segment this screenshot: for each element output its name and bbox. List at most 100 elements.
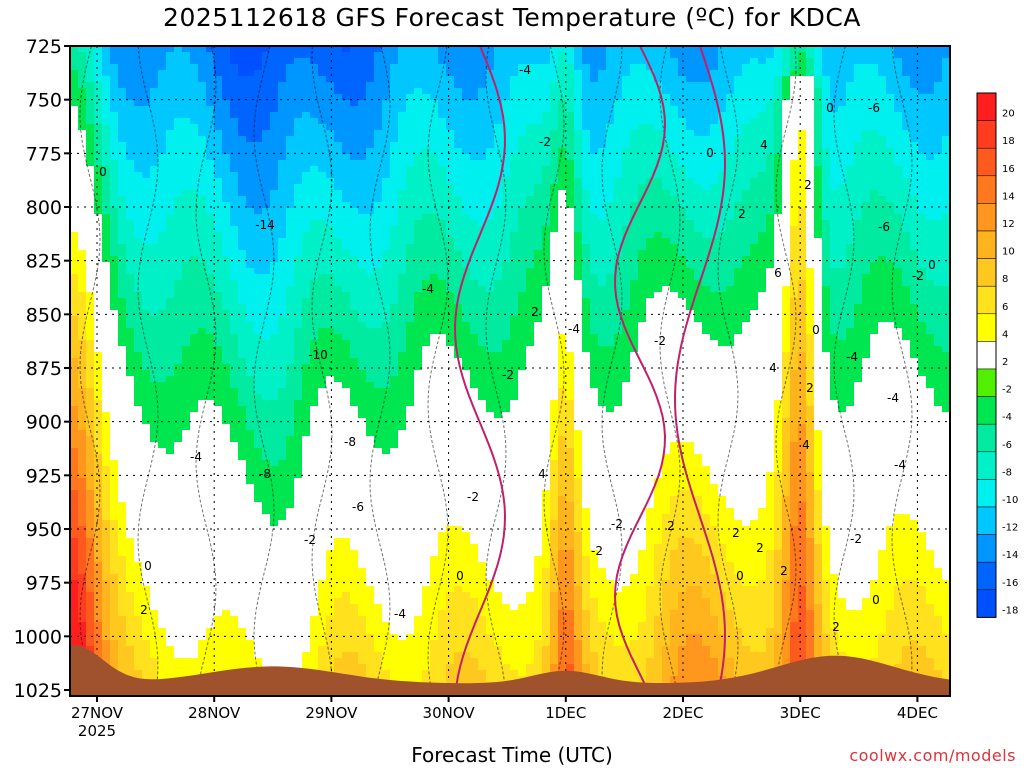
temperature-cell [246,610,255,617]
temperature-cell [254,214,263,221]
temperature-cell [358,556,367,563]
temperature-cell [294,628,303,635]
temperature-cell [222,418,231,425]
temperature-cell [166,118,175,125]
temperature-cell [222,64,231,71]
temperature-cell [318,502,327,509]
temperature-cell [198,514,207,521]
temperature-cell [70,376,79,383]
temperature-cell [222,118,231,125]
temperature-cell [198,526,207,533]
temperature-cell [398,598,407,605]
temperature-cell [238,142,247,149]
temperature-cell [246,454,255,461]
temperature-cell [302,568,311,575]
temperature-cell [70,268,79,275]
temperature-cell [302,352,311,359]
temperature-cell [246,640,255,647]
temperature-cell [286,574,295,581]
temperature-cell [110,442,119,449]
temperature-cell [366,112,375,119]
temperature-cell [70,46,79,53]
temperature-cell [366,430,375,437]
temperature-cell [278,178,287,185]
temperature-cell [238,88,247,95]
temperature-cell [158,196,167,203]
temperature-cell [126,424,135,431]
temperature-cell [86,256,95,263]
temperature-cell [398,496,407,503]
temperature-cell [406,322,415,329]
temperature-cell [126,544,135,551]
temperature-cell [198,172,207,179]
temperature-cell [310,646,319,653]
temperature-cell [166,442,175,449]
temperature-cell [390,310,399,317]
temperature-cell [294,184,303,191]
temperature-cell [150,634,159,641]
temperature-cell [422,76,431,83]
temperature-cell [174,256,183,263]
temperature-cell [142,106,151,113]
temperature-cell [94,544,103,551]
temperature-cell [94,442,103,449]
temperature-cell [326,100,335,107]
temperature-cell [230,250,239,257]
temperature-cell [326,370,335,377]
temperature-cell [246,496,255,503]
temperature-cell [198,616,207,623]
temperature-cell [318,556,327,563]
temperature-cell [126,376,135,383]
temperature-cell [382,562,391,569]
temperature-cell [358,112,367,119]
temperature-cell [126,520,135,527]
temperature-cell [118,100,127,107]
temperature-cell [406,502,415,509]
temperature-cell [190,598,199,605]
temperature-cell [374,280,383,287]
temperature-cell [166,460,175,467]
temperature-cell [78,604,87,611]
temperature-cell [246,424,255,431]
temperature-cell [166,628,175,635]
temperature-cell [238,136,247,143]
temperature-cell [110,304,119,311]
temperature-cell [214,58,223,65]
temperature-cell [350,478,359,485]
temperature-cell [254,304,263,311]
temperature-cell [102,538,111,545]
temperature-cell [294,520,303,527]
temperature-cell [174,658,183,665]
temperature-cell [278,658,287,665]
temperature-cell [190,238,199,245]
temperature-cell [150,82,159,89]
temperature-cell [206,412,215,419]
temperature-cell [70,514,79,521]
temperature-cell [102,76,111,83]
temperature-cell [238,526,247,533]
temperature-cell [222,298,231,305]
temperature-cell [150,550,159,557]
temperature-cell [206,118,215,125]
temperature-cell [70,154,79,161]
temperature-cell [350,652,359,659]
temperature-cell [190,406,199,413]
temperature-cell [382,466,391,473]
temperature-cell [198,382,207,389]
temperature-cell [150,322,159,329]
temperature-cell [206,550,215,557]
temperature-cell [302,274,311,281]
temperature-cell [190,286,199,293]
temperature-cell [430,208,439,215]
temperature-cell [238,418,247,425]
temperature-cell [342,442,351,449]
temperature-cell [342,604,351,611]
temperature-cell [390,634,399,641]
temperature-cell [254,610,263,617]
temperature-cell [86,334,95,341]
temperature-cell [326,238,335,245]
temperature-cell [374,202,383,209]
temperature-cell [406,106,415,113]
temperature-cell [158,76,167,83]
temperature-cell [326,310,335,317]
